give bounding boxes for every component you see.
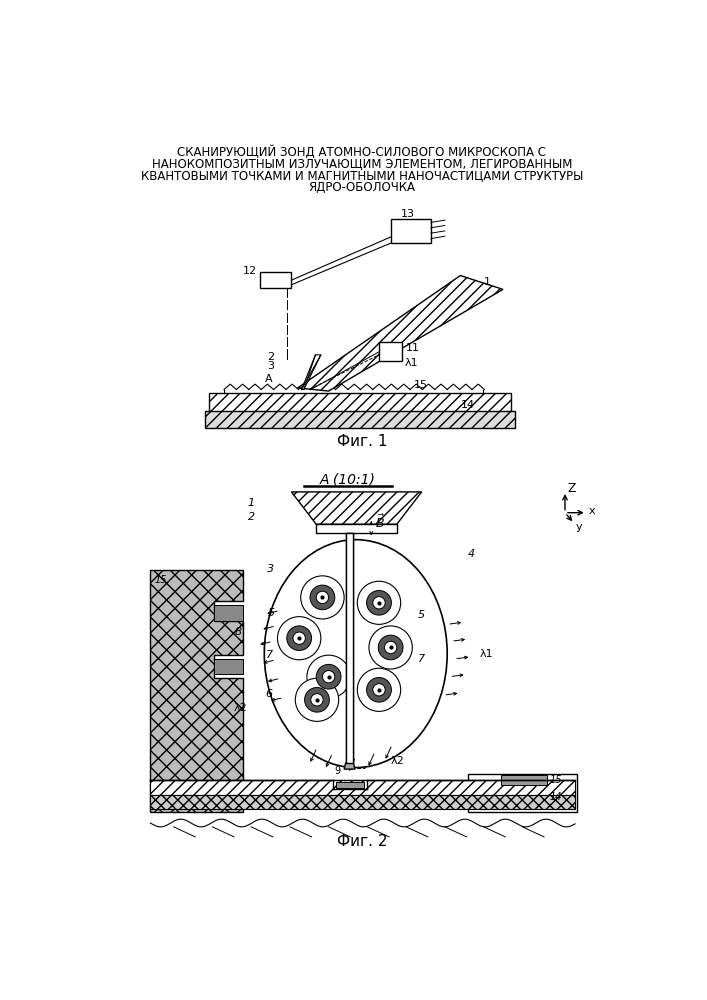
Text: Фиг. 2: Фиг. 2	[337, 834, 387, 849]
Text: λ1: λ1	[404, 358, 419, 368]
Polygon shape	[151, 795, 575, 809]
Text: 12: 12	[243, 266, 257, 276]
Circle shape	[316, 591, 329, 604]
Text: 7: 7	[266, 650, 273, 660]
Polygon shape	[344, 763, 355, 769]
Polygon shape	[291, 492, 421, 524]
Text: 15: 15	[154, 575, 167, 585]
Text: 10: 10	[356, 761, 368, 771]
Text: 3: 3	[267, 564, 274, 574]
Polygon shape	[316, 524, 397, 533]
Circle shape	[385, 641, 397, 654]
Circle shape	[378, 635, 403, 660]
Text: x: x	[588, 506, 595, 516]
Text: 5: 5	[268, 608, 275, 618]
Text: 6: 6	[266, 689, 273, 699]
Bar	[391, 219, 431, 243]
Bar	[214, 659, 243, 674]
Circle shape	[300, 576, 344, 619]
Circle shape	[373, 684, 385, 696]
Bar	[501, 775, 547, 785]
Circle shape	[296, 678, 339, 721]
Polygon shape	[346, 533, 354, 763]
Text: СКАНИРУЮЩИЙ ЗОНД АТОМНО-СИЛОВОГО МИКРОСКОПА С: СКАНИРУЮЩИЙ ЗОНД АТОМНО-СИЛОВОГО МИКРОСК…	[177, 146, 547, 159]
Polygon shape	[468, 774, 577, 812]
Bar	[260, 272, 291, 288]
Text: 14: 14	[549, 792, 562, 802]
Text: 4: 4	[468, 549, 475, 559]
Circle shape	[357, 581, 401, 624]
Text: 5: 5	[418, 610, 425, 620]
Text: $\vec{B}$: $\vec{B}$	[375, 514, 385, 531]
Text: λ1: λ1	[480, 649, 493, 659]
Text: Фиг. 1: Фиг. 1	[337, 434, 387, 449]
Bar	[214, 605, 243, 620]
Polygon shape	[298, 276, 503, 391]
Text: Z: Z	[567, 482, 575, 495]
Text: 8: 8	[235, 627, 242, 637]
Circle shape	[287, 626, 312, 651]
Text: 1: 1	[248, 498, 255, 508]
Text: 14: 14	[460, 400, 474, 410]
Text: 15: 15	[414, 380, 428, 390]
Text: НАНОКОМПОЗИТНЫМ ИЗЛУЧАЮЩИМ ЭЛЕМЕНТОМ, ЛЕГИРОВАННЫМ: НАНОКОМПОЗИТНЫМ ИЗЛУЧАЮЩИМ ЭЛЕМЕНТОМ, ЛЕ…	[152, 157, 572, 170]
Text: КВАНТОВЫМИ ТОЧКАМИ И МАГНИТНЫМИ НАНОЧАСТИЦАМИ СТРУКТУРЫ: КВАНТОВЫМИ ТОЧКАМИ И МАГНИТНЫМИ НАНОЧАСТ…	[141, 169, 583, 182]
Text: 1: 1	[484, 277, 491, 287]
Polygon shape	[301, 355, 321, 389]
Text: 2: 2	[267, 352, 274, 362]
Text: y: y	[575, 522, 583, 532]
Polygon shape	[346, 533, 354, 763]
Text: 2: 2	[248, 512, 255, 522]
Text: 7: 7	[418, 654, 425, 664]
Text: ΔZ: ΔZ	[322, 577, 336, 587]
Circle shape	[316, 664, 341, 689]
Circle shape	[307, 655, 351, 698]
Circle shape	[357, 668, 401, 711]
Circle shape	[277, 617, 321, 660]
Text: λ2: λ2	[233, 703, 247, 713]
Text: 11: 11	[406, 343, 420, 353]
Text: λ2: λ2	[391, 756, 404, 766]
Text: 9: 9	[334, 766, 340, 776]
Text: 13: 13	[401, 209, 415, 219]
Text: ЯДРО-ОБОЛОЧКА: ЯДРО-ОБОЛОЧКА	[308, 180, 416, 193]
Circle shape	[293, 632, 305, 644]
Circle shape	[311, 694, 323, 706]
Circle shape	[369, 626, 412, 669]
Polygon shape	[151, 570, 243, 812]
Circle shape	[367, 677, 392, 702]
Circle shape	[373, 597, 385, 609]
Text: $\vec{B}$: $\vec{B}$	[273, 275, 282, 293]
Circle shape	[305, 687, 329, 712]
Text: +: +	[325, 565, 334, 575]
Bar	[336, 782, 363, 788]
Circle shape	[310, 585, 335, 610]
Bar	[379, 342, 402, 361]
Text: 15: 15	[549, 775, 562, 785]
Circle shape	[367, 590, 392, 615]
Text: −: −	[325, 589, 334, 599]
Text: A: A	[264, 374, 272, 384]
Circle shape	[322, 671, 335, 683]
Ellipse shape	[264, 540, 448, 768]
Polygon shape	[204, 411, 515, 428]
Text: А (10:1): А (10:1)	[320, 473, 376, 487]
Polygon shape	[151, 780, 575, 795]
Text: 3: 3	[267, 361, 274, 371]
Polygon shape	[209, 393, 510, 413]
